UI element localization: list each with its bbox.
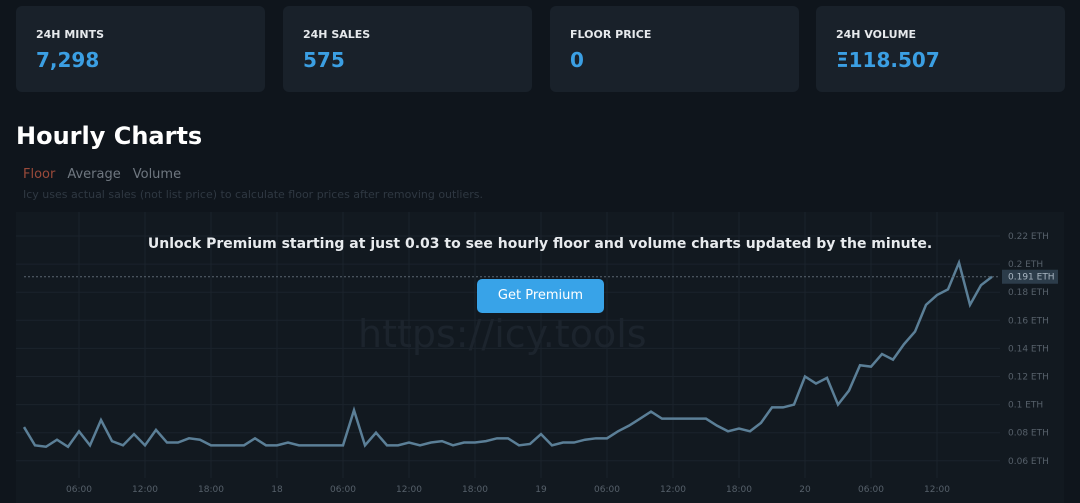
x-tick-label: 06:00 <box>858 485 884 495</box>
tab[interactable]: Average <box>67 167 121 182</box>
y-tick-label: 0.18 ETH <box>1008 288 1049 298</box>
chart-bg <box>16 212 1064 503</box>
tab[interactable]: Floor <box>23 167 56 182</box>
x-tick-label: 06:00 <box>66 485 92 495</box>
x-tick-label: 18:00 <box>726 485 752 495</box>
x-tick-label: 19 <box>535 485 547 495</box>
tabs: Floor Average Volume <box>23 167 193 182</box>
x-tick-label: 12:00 <box>660 485 686 495</box>
x-tick-label: 18:00 <box>198 485 224 495</box>
y-tick-label: 0.08 ETH <box>1008 429 1049 439</box>
y-tick-label: 0.12 ETH <box>1008 373 1049 383</box>
stat-card: 24H MINTS 7,298 <box>16 6 265 92</box>
y-tick-label: 0.22 ETH <box>1008 232 1049 242</box>
note: Icy uses actual sales (not list price) t… <box>23 188 483 201</box>
x-tick-label: 12:00 <box>132 485 158 495</box>
stat-value: 0 <box>570 48 584 72</box>
x-tick-label: 06:00 <box>330 485 356 495</box>
y-tick-label: 0.06 ETH <box>1008 457 1049 467</box>
tab[interactable]: Volume <box>132 167 182 182</box>
x-tick-label: 12:00 <box>396 485 422 495</box>
watermark: https://icy.tools <box>358 312 647 356</box>
x-tick-label: 20 <box>799 485 811 495</box>
stat-value: 575 <box>303 48 345 72</box>
annotation-label: 0.191 ETH <box>1008 273 1055 283</box>
annotation-box <box>1002 269 1058 284</box>
stat-card: 24H SALES 575 <box>283 6 532 92</box>
section-title: Hourly Charts <box>16 122 203 150</box>
stat-card: FLOOR PRICE 0 <box>550 6 799 92</box>
premium-button[interactable]: Get Premium <box>477 279 604 313</box>
line <box>22 258 993 449</box>
stat-label: 24H VOLUME <box>836 28 917 41</box>
stat-label: FLOOR PRICE <box>570 28 652 41</box>
y-tick-label: 0.14 ETH <box>1008 344 1049 354</box>
y-tick-label: 0.16 ETH <box>1008 316 1049 326</box>
x-tick-label: 18:00 <box>462 485 488 495</box>
stat-label: 24H MINTS <box>36 28 105 41</box>
premium-message: Unlock Premium starting at just 0.03 to … <box>147 236 933 252</box>
stat-value: Ξ118.507 <box>836 48 940 72</box>
y-tick-label: 0.1 ETH <box>1008 401 1043 411</box>
y-tick-label: 0.2 ETH <box>1008 260 1043 270</box>
x-tick-label: 18 <box>271 485 283 495</box>
stat-label: 24H SALES <box>303 28 371 41</box>
stat-value: 7,298 <box>36 48 100 72</box>
x-tick-label: 06:00 <box>594 485 620 495</box>
x-tick-label: 12:00 <box>924 485 950 495</box>
stat-card: 24H VOLUME Ξ118.507 <box>816 6 1065 92</box>
